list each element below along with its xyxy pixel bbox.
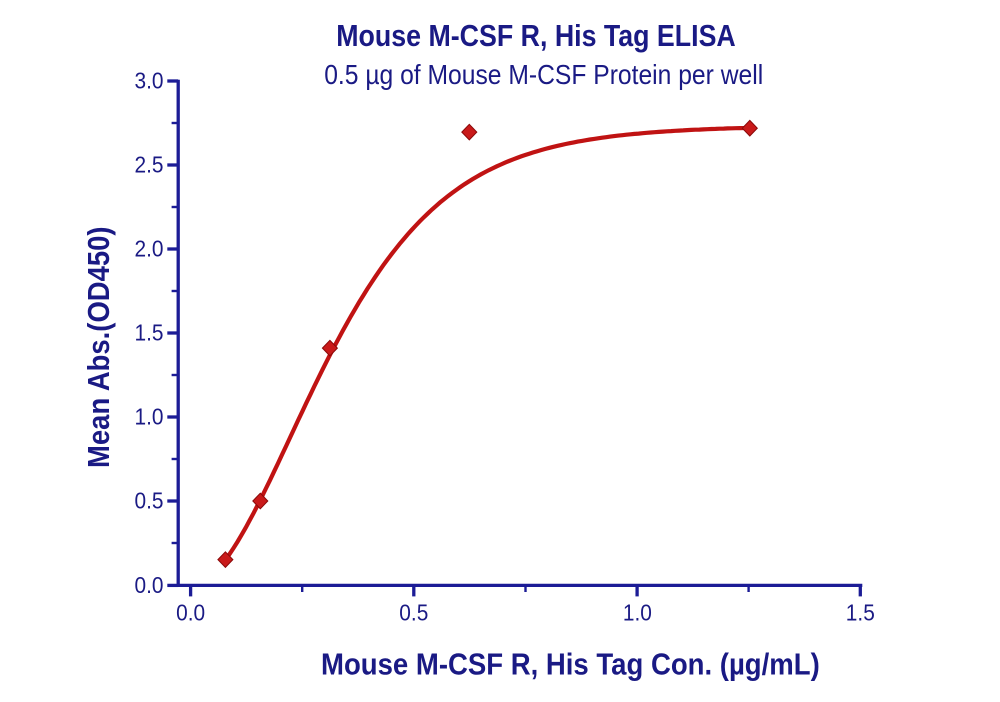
svg-text:Mean Abs.(OD450): Mean Abs.(OD450) [81,226,116,468]
svg-text:2.5: 2.5 [135,152,164,178]
svg-text:1.0: 1.0 [135,404,164,430]
svg-text:0.5: 0.5 [399,600,428,626]
svg-text:1.5: 1.5 [135,320,164,346]
svg-text:3.0: 3.0 [135,68,164,94]
svg-text:0.0: 0.0 [135,572,164,598]
svg-text:Mouse M-CSF R, His Tag Con. (µ: Mouse M-CSF R, His Tag Con. (µg/mL) [321,646,820,681]
svg-text:1.5: 1.5 [846,600,875,626]
svg-text:1.0: 1.0 [623,600,652,626]
svg-text:0.0: 0.0 [176,600,205,626]
svg-text:0.5: 0.5 [135,488,164,514]
svg-text:0.5 µg of Mouse M-CSF Protein: 0.5 µg of Mouse M-CSF Protein per well [324,59,763,90]
svg-text:Mouse M-CSF R, His Tag ELISA: Mouse M-CSF R, His Tag ELISA [336,18,736,53]
svg-text:2.0: 2.0 [135,236,164,262]
